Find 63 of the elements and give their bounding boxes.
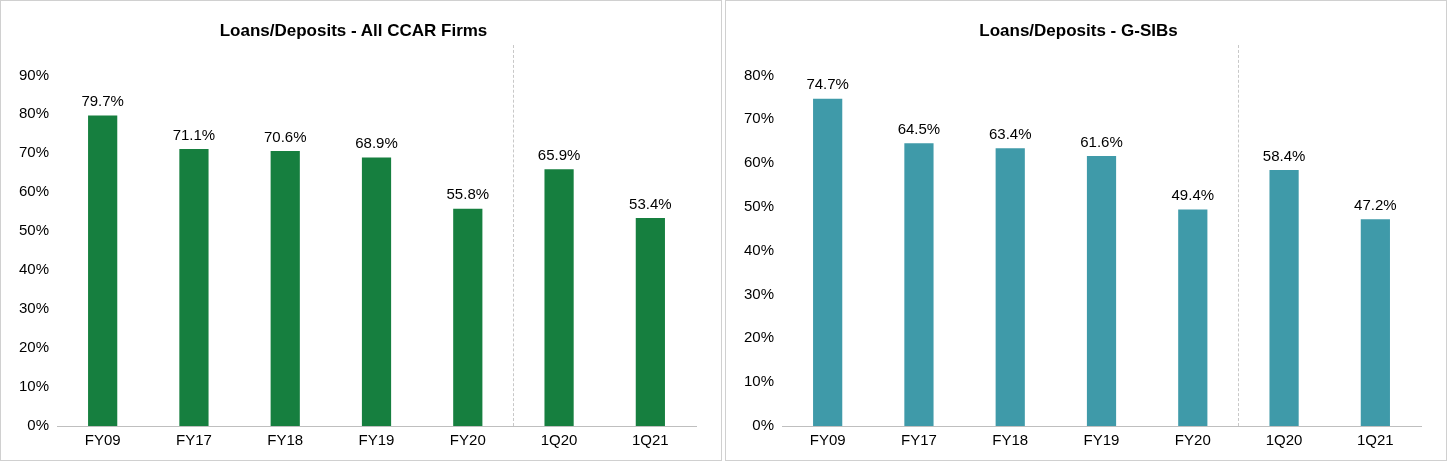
y-tick-label: 30%: [743, 284, 775, 302]
data-label: 55.8%: [446, 185, 490, 203]
x-tick-label: FY18: [267, 431, 304, 449]
bar: [88, 115, 118, 426]
y-tick-label: 40%: [743, 240, 775, 258]
x-tick-label: 1Q20: [1265, 431, 1303, 449]
bar: [179, 149, 209, 426]
data-label: 61.6%: [1080, 132, 1123, 150]
chart-title: Loans/Deposits - G-SIBs: [979, 20, 1178, 40]
data-label: 63.4%: [988, 124, 1032, 142]
bar: [1269, 170, 1299, 426]
data-label: 58.4%: [1262, 146, 1306, 164]
data-label: 71.1%: [172, 125, 216, 143]
y-tick-label: 60%: [18, 182, 50, 200]
data-label: 47.2%: [1354, 195, 1397, 213]
y-tick-label: 0%: [752, 416, 775, 434]
chart-title: Loans/Deposits - All CCAR Firms: [219, 20, 488, 40]
data-label: 74.7%: [806, 75, 849, 93]
bar: [635, 217, 665, 426]
x-tick-label: 1Q21: [632, 431, 669, 449]
x-tick-label: FY09: [809, 431, 846, 449]
y-tick-label: 50%: [18, 221, 50, 239]
y-tick-label: 40%: [18, 260, 50, 278]
bar: [1086, 156, 1117, 426]
x-tick-label: 1Q20: [540, 431, 578, 449]
y-tick-label: 80%: [743, 65, 775, 83]
y-tick-label: 0%: [27, 416, 50, 434]
x-tick-label: FY09: [84, 431, 121, 449]
x-tick-label: FY20: [449, 431, 486, 449]
bar: [453, 208, 483, 426]
y-tick-label: 90%: [18, 65, 50, 83]
y-tick-label: 70%: [743, 109, 775, 127]
bar: [813, 98, 843, 426]
bar: [361, 157, 392, 426]
data-label: 79.7%: [81, 92, 124, 110]
y-tick-label: 60%: [743, 153, 775, 171]
bar: [1360, 219, 1390, 426]
y-tick-label: 20%: [743, 328, 775, 346]
x-tick-label: FY20: [1174, 431, 1211, 449]
x-tick-label: FY19: [358, 431, 395, 449]
bar: [270, 150, 300, 426]
data-label: 70.6%: [263, 127, 307, 145]
x-tick-label: FY18: [992, 431, 1029, 449]
x-tick-label: FY17: [176, 431, 212, 449]
x-tick-label: FY17: [901, 431, 937, 449]
y-tick-label: 20%: [18, 338, 50, 356]
bar: [544, 169, 574, 426]
data-label: 49.4%: [1171, 186, 1215, 204]
data-label: 68.9%: [355, 134, 398, 152]
y-tick-label: 80%: [18, 104, 50, 122]
bar: [1178, 209, 1208, 426]
y-tick-label: 50%: [743, 197, 775, 215]
x-tick-label: 1Q21: [1357, 431, 1394, 449]
bar: [995, 148, 1025, 426]
x-tick-label: FY19: [1083, 431, 1120, 449]
y-tick-label: 30%: [18, 299, 50, 317]
data-label: 64.5%: [897, 119, 941, 137]
data-label: 65.9%: [537, 145, 581, 163]
data-label: 53.4%: [629, 194, 672, 212]
y-tick-label: 70%: [18, 143, 50, 161]
y-tick-label: 10%: [743, 372, 775, 390]
bar: [904, 143, 934, 426]
y-tick-label: 10%: [18, 377, 50, 395]
